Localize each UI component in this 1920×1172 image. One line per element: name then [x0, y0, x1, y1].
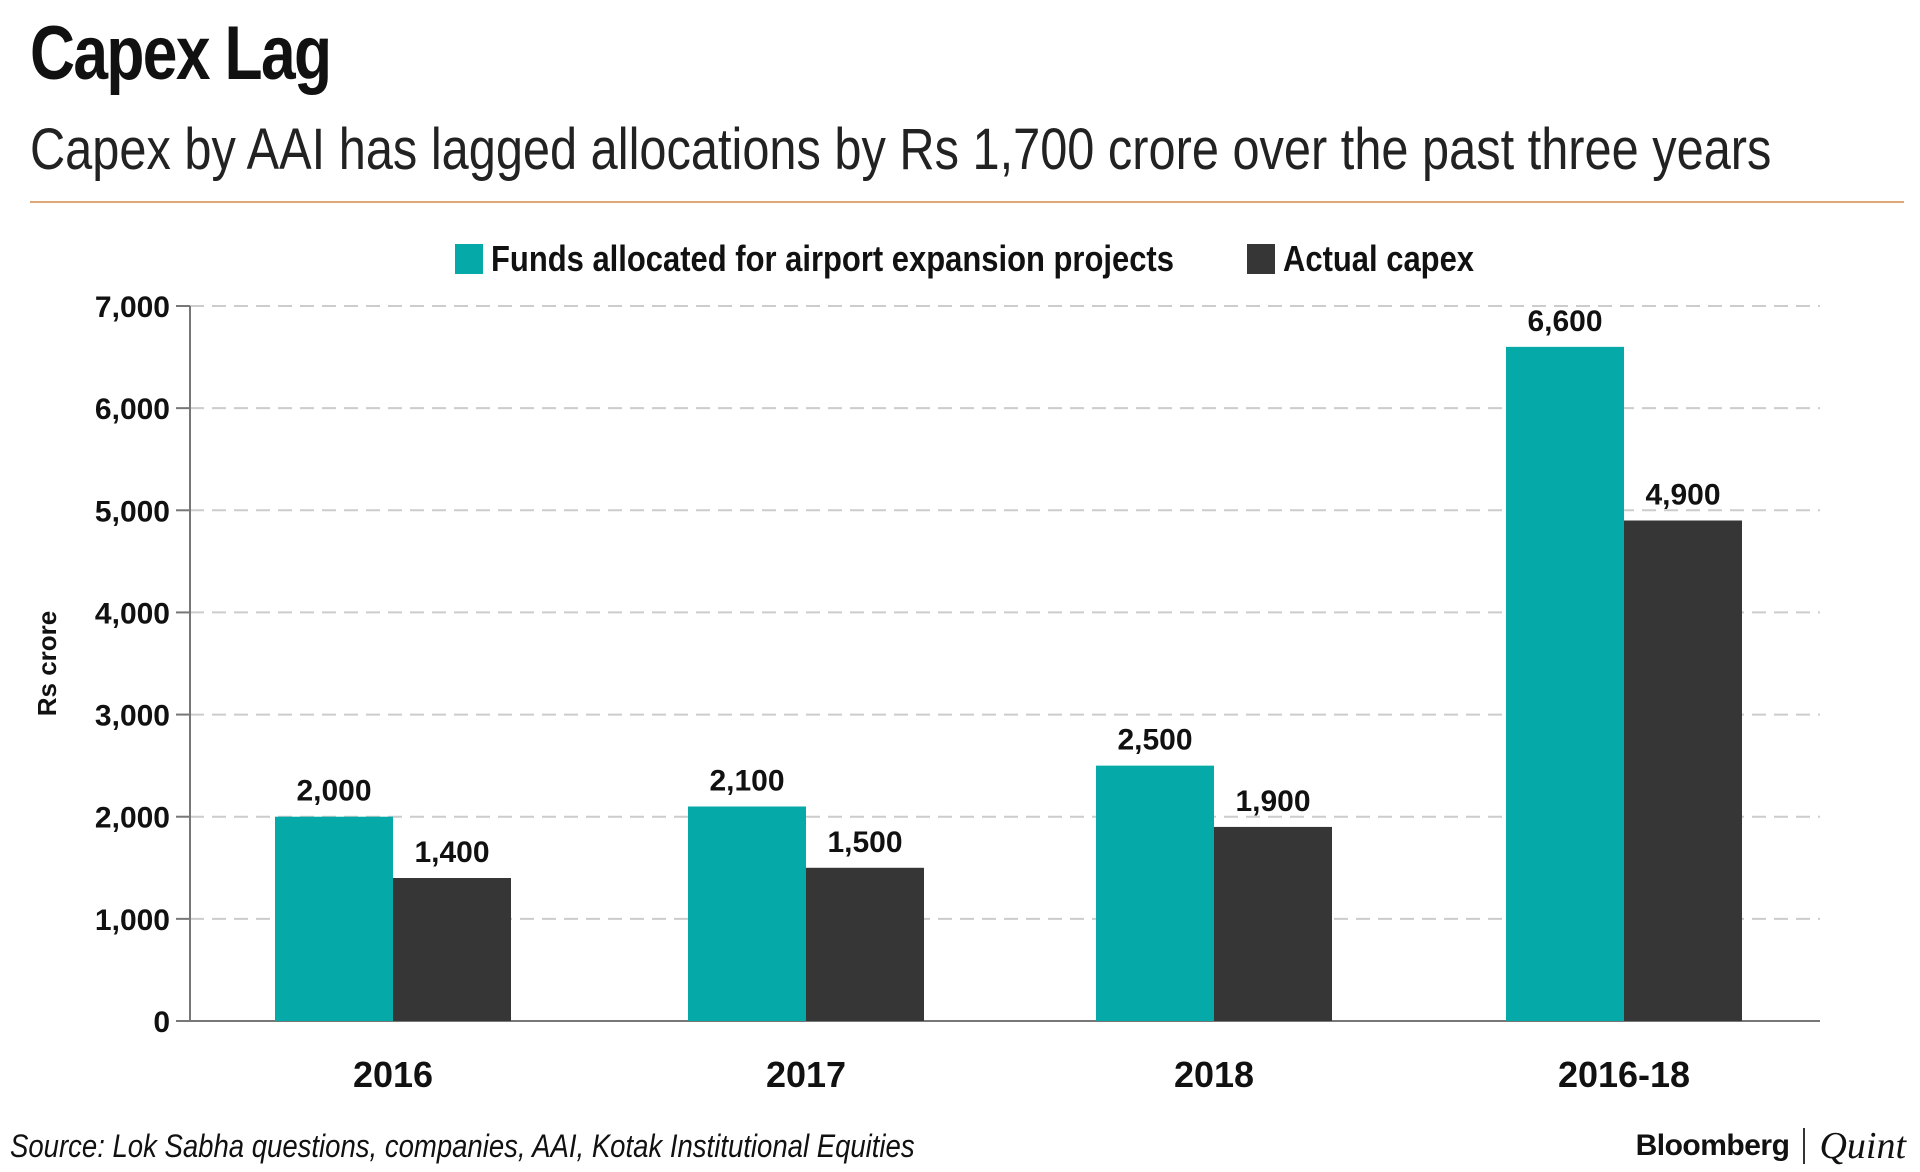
legend-item-allocated: Funds allocated for airport expansion pr… — [454, 238, 1223, 280]
brand-primary: Bloomberg — [1635, 1129, 1790, 1162]
source-note: Source: Lok Sabha questions, companies, … — [10, 1128, 915, 1164]
legend-swatch-actual — [1247, 244, 1276, 274]
bar-allocated — [1096, 765, 1214, 1021]
brand-divider — [1803, 1128, 1806, 1164]
bar-value-label: 2,500 — [1117, 724, 1192, 757]
bar-value-label: 1,400 — [414, 836, 489, 869]
bar-value-label: 1,500 — [827, 826, 902, 859]
brand-secondary: Quint — [1819, 1125, 1906, 1167]
bar-value-label: 6,600 — [1527, 305, 1602, 338]
bar-allocated — [688, 806, 806, 1021]
bar-allocated — [1506, 346, 1624, 1021]
bar-allocated — [275, 816, 393, 1021]
legend-swatch-allocated — [454, 244, 483, 274]
chart-subtitle: Capex by AAI has lagged allocations by R… — [30, 117, 1772, 182]
y-tick-label: 6,000 — [95, 393, 170, 426]
bar-actual — [806, 867, 924, 1021]
y-tick-label: 4,000 — [95, 597, 170, 630]
y-tick-label: 5,000 — [95, 495, 170, 528]
bar-value-label: 4,900 — [1645, 479, 1720, 512]
y-tick-label: 1,000 — [95, 904, 170, 937]
legend-item-actual: Actual capex — [1247, 238, 1474, 280]
legend: Funds allocated for airport expansion pr… — [0, 238, 1920, 280]
chart-title: Capex Lag — [30, 11, 332, 96]
legend-label-allocated: Funds allocated for airport expansion pr… — [490, 238, 1174, 279]
x-tick-label: 2018 — [1174, 1054, 1254, 1095]
x-tick-label: 2016 — [353, 1054, 433, 1095]
bar-value-label: 2,100 — [709, 765, 784, 798]
bar-value-label: 2,000 — [296, 775, 371, 808]
title-divider — [30, 201, 1904, 203]
x-tick-label: 2016-18 — [1558, 1054, 1690, 1095]
brand-logo: Bloomberg Quint — [1636, 1124, 1906, 1168]
y-tick-label: 3,000 — [95, 700, 170, 733]
legend-label-actual: Actual capex — [1283, 238, 1475, 279]
y-axis-title: Rs crore — [32, 611, 62, 717]
bar-actual — [1214, 826, 1332, 1021]
bar-actual — [393, 878, 511, 1021]
x-tick-label: 2017 — [766, 1054, 846, 1095]
y-tick-label: 0 — [153, 1006, 170, 1039]
bar-value-label: 1,900 — [1235, 785, 1310, 818]
y-tick-label: 7,000 — [95, 291, 170, 324]
y-tick-label: 2,000 — [95, 802, 170, 835]
bar-actual — [1624, 520, 1742, 1021]
